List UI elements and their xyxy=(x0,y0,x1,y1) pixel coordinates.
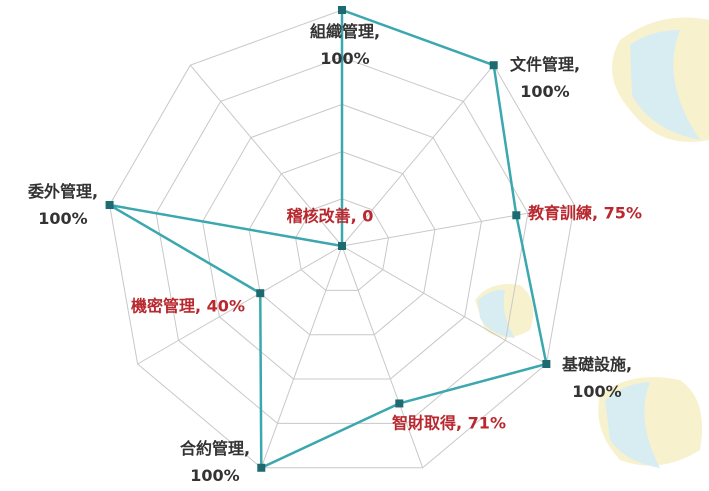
data-label: 智財取得, 71% xyxy=(392,413,506,433)
marker xyxy=(395,399,404,408)
data-label: 組織管理, 100% xyxy=(309,22,381,68)
data-label: 基礎設施, 100% xyxy=(561,355,633,401)
grid-ring xyxy=(109,9,575,469)
data-label: 文件管理, 100% xyxy=(509,55,581,101)
marker xyxy=(338,6,346,14)
marker xyxy=(512,211,521,220)
marker xyxy=(542,360,551,368)
grid-ring xyxy=(248,151,436,336)
marker xyxy=(489,61,498,70)
grid-ring xyxy=(294,198,390,291)
data-line xyxy=(108,8,548,470)
data-label: 教育訓練, 75% xyxy=(528,203,642,223)
decoration xyxy=(475,17,709,468)
marker xyxy=(338,242,346,250)
spoke xyxy=(137,245,343,365)
spoke xyxy=(260,245,343,468)
data-label: 稽核改善, 0 xyxy=(286,206,374,226)
data-label: 委外管理, 100% xyxy=(27,182,99,228)
marker xyxy=(256,289,265,298)
spoke xyxy=(189,64,343,247)
spoke xyxy=(341,64,495,247)
grid-ring xyxy=(202,103,482,380)
marker xyxy=(105,201,114,210)
spoke xyxy=(341,204,575,247)
spoke xyxy=(341,245,547,365)
data-label: 機密管理, 40% xyxy=(131,296,245,316)
marker xyxy=(257,463,266,472)
spoke xyxy=(341,245,424,468)
grid-ring xyxy=(155,56,529,424)
data-label: 合約管理, 100% xyxy=(179,439,251,485)
